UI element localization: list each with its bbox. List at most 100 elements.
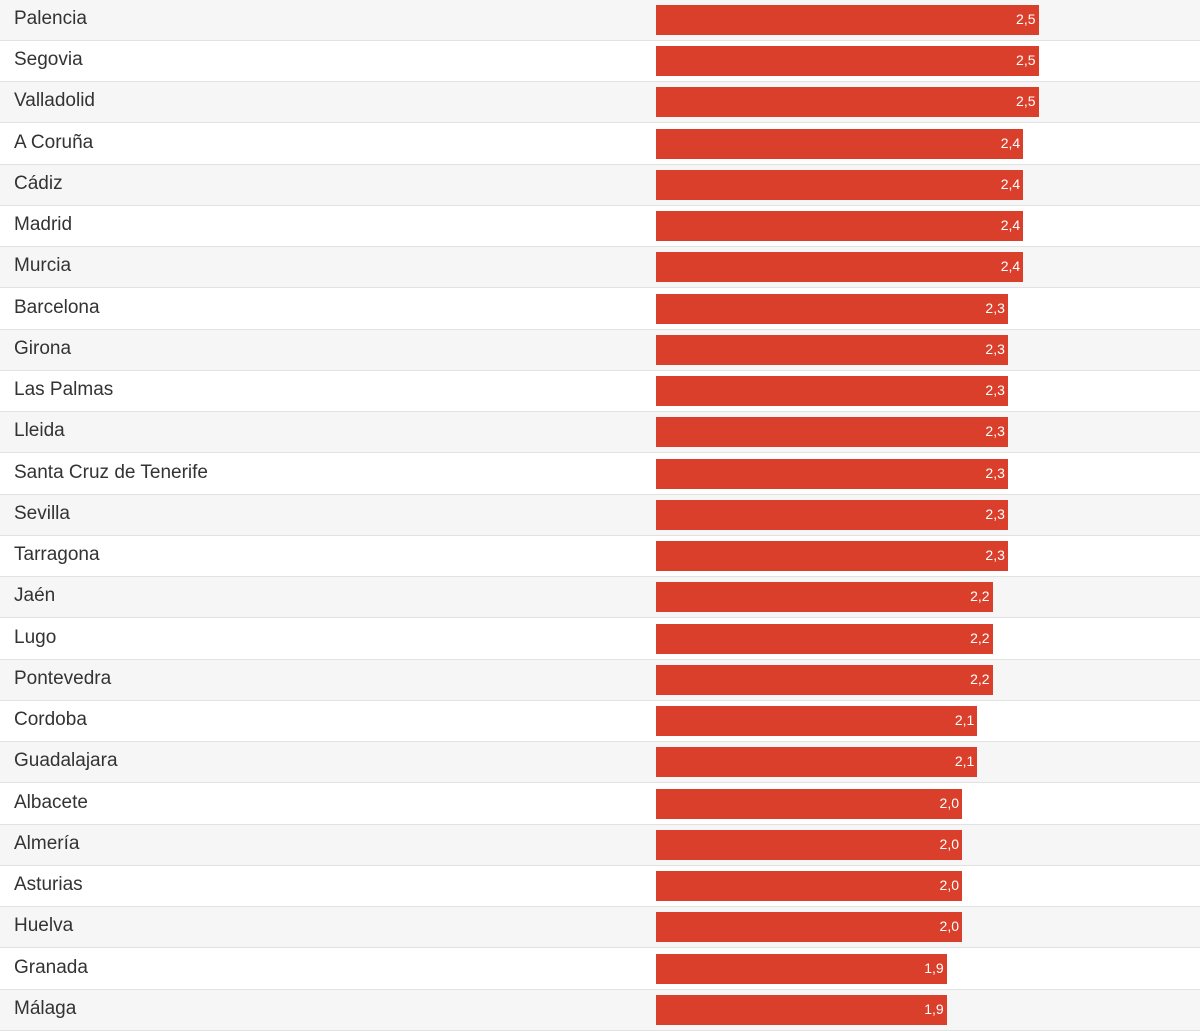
bar-value-label: 2,4	[1000, 217, 1021, 234]
chart-row: Asturias 2,0	[0, 866, 1200, 908]
bar: 2,3	[656, 376, 1008, 407]
category-label: Málaga	[14, 997, 77, 1019]
bar: 2,2	[656, 582, 993, 613]
chart-row: Valladolid 2,5	[0, 82, 1200, 124]
bar: 2,1	[656, 706, 978, 737]
chart-row: Albacete 2,0	[0, 784, 1200, 825]
bar-value-label: 2,0	[939, 835, 959, 852]
category-label: Girona	[14, 337, 72, 359]
bar: 2,5	[656, 46, 1039, 77]
chart-row: Las Palmas 2,3	[0, 371, 1200, 413]
chart-row: Huelva 2,0	[0, 907, 1200, 949]
category-label: Sevilla	[14, 502, 70, 524]
bar: 2,4	[656, 128, 1024, 159]
bar: 2,0	[656, 912, 962, 943]
chart-row: Cordoba 2,1	[0, 701, 1200, 743]
bar-value-label: 2,4	[1000, 258, 1021, 275]
chart-row: Barcelona 2,3	[0, 289, 1200, 330]
bar: 2,3	[656, 417, 1008, 448]
chart-row: Tarragona 2,3	[0, 536, 1200, 578]
category-label: Madrid	[14, 214, 73, 236]
chart-row: Lleida 2,3	[0, 412, 1200, 454]
bar-value-label: 2,3	[985, 464, 1005, 481]
bar-value-label: 2,2	[970, 629, 990, 646]
bar-value-label: 2,3	[985, 505, 1005, 522]
category-label: Las Palmas	[14, 379, 114, 401]
category-label: Lleida	[14, 420, 65, 442]
category-label: Pontevedra	[14, 667, 112, 689]
category-label: Lugo	[14, 626, 57, 648]
bar-value-label: 2,0	[939, 918, 959, 935]
bar-value-label: 2,3	[985, 340, 1005, 357]
category-label: Cádiz	[14, 172, 63, 194]
chart-row: Cádiz 2,4	[0, 164, 1200, 206]
bar-value-label: 2,5	[1016, 52, 1036, 69]
category-label: Barcelona	[14, 296, 100, 318]
category-label: Jaén	[14, 585, 56, 607]
bar-value-label: 2,3	[985, 423, 1005, 440]
bar: 2,2	[656, 664, 993, 695]
bar: 2,3	[656, 293, 1008, 324]
bar: 2,1	[656, 747, 978, 778]
bar-value-label: 2,0	[939, 794, 959, 811]
category-label: Murcia	[14, 255, 72, 277]
chart-row: Almería 2,0	[0, 824, 1200, 866]
chart-row: Segovia 2,5	[0, 41, 1200, 83]
category-label: Santa Cruz de Tenerife	[14, 461, 208, 483]
bar-value-label: 2,3	[985, 299, 1005, 316]
category-label: Segovia	[14, 49, 83, 71]
bar: 2,3	[656, 458, 1008, 489]
bar-value-label: 2,4	[1000, 175, 1021, 192]
bar: 2,0	[656, 829, 962, 860]
category-label: Cordoba	[14, 709, 87, 731]
chart-row: Guadalajara 2,1	[0, 742, 1200, 784]
category-label: Asturias	[14, 874, 83, 896]
category-label: Palencia	[14, 8, 87, 29]
bar-value-label: 2,3	[985, 547, 1005, 564]
bar: 2,5	[656, 5, 1039, 35]
category-label: A Coruña	[14, 131, 94, 153]
bar: 2,3	[656, 334, 1008, 365]
bar: 1,9	[656, 994, 947, 1025]
bar: 2,2	[656, 623, 993, 654]
bar: 2,0	[656, 788, 962, 819]
bar: 2,5	[656, 87, 1039, 118]
chart-row: Palencia 2,5	[0, 0, 1200, 41]
bar: 2,3	[656, 499, 1008, 530]
chart-row: Málaga 1,9	[0, 989, 1200, 1031]
bar-value-label: 2,0	[939, 877, 959, 894]
category-label: Huelva	[14, 915, 74, 937]
bar-value-label: 1,9	[924, 1000, 944, 1017]
bar: 1,9	[656, 953, 947, 984]
chart-row: Santa Cruz de Tenerife 2,3	[0, 454, 1200, 495]
category-label: Valladolid	[14, 90, 95, 112]
bar-value-label: 2,5	[1016, 11, 1036, 27]
chart-row: A Coruña 2,4	[0, 124, 1200, 165]
bar-value-label: 2,2	[970, 588, 990, 605]
bar-value-label: 2,5	[1016, 93, 1036, 110]
chart-row: Lugo 2,2	[0, 619, 1200, 660]
category-label: Tarragona	[14, 544, 100, 566]
bar: 2,4	[656, 211, 1024, 242]
chart-row: Girona 2,3	[0, 329, 1200, 371]
bar-value-label: 2,1	[954, 712, 975, 729]
bar-value-label: 1,9	[924, 959, 944, 976]
bar: 2,4	[656, 169, 1024, 200]
bar-value-label: 2,2	[970, 670, 990, 687]
bar-value-label: 2,3	[985, 382, 1005, 399]
category-label: Granada	[14, 956, 88, 978]
chart-row: Murcia 2,4	[0, 247, 1200, 289]
category-label: Albacete	[14, 791, 88, 813]
bar: 2,3	[656, 541, 1008, 572]
bar: 2,0	[656, 871, 962, 902]
category-label: Guadalajara	[14, 750, 118, 772]
chart-row: Pontevedra 2,2	[0, 659, 1200, 701]
chart-row: Sevilla 2,3	[0, 494, 1200, 536]
chart-row: Jaén 2,2	[0, 577, 1200, 619]
chart-row: Madrid 2,4	[0, 206, 1200, 248]
bar-value-label: 2,4	[1000, 134, 1021, 151]
category-label: Almería	[14, 832, 80, 854]
bar: 2,4	[656, 252, 1024, 283]
chart-row: Granada 1,9	[0, 949, 1200, 990]
